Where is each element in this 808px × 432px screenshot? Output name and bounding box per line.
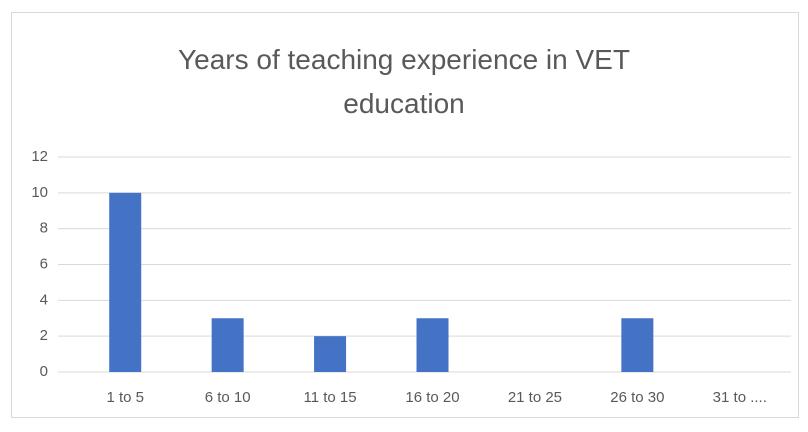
bar [416, 318, 449, 372]
y-tick-label: 8 [40, 220, 48, 237]
x-tick-label: 26 to 30 [610, 389, 664, 406]
y-tick-label: 6 [40, 255, 48, 272]
x-tick-label: 11 to 15 [304, 389, 357, 406]
x-tick-label: 31 to .... [713, 389, 767, 406]
chart-border [11, 12, 799, 418]
bar [621, 318, 654, 372]
x-tick-label: 1 to 5 [106, 389, 144, 406]
y-tick-label: 2 [40, 327, 48, 344]
y-tick-label: 10 [31, 184, 48, 201]
y-tick-label: 12 [31, 148, 48, 165]
y-tick-label: 0 [40, 363, 48, 380]
x-tick-label: 21 to 25 [508, 389, 562, 406]
bar [109, 192, 142, 372]
x-tick-label: 16 to 20 [405, 389, 459, 406]
y-tick-label: 4 [40, 291, 48, 308]
x-tick-label: 6 to 10 [205, 389, 251, 406]
chart-title: Years of teaching experience in VET educ… [178, 44, 630, 119]
bar [211, 318, 244, 372]
bar [314, 336, 347, 372]
